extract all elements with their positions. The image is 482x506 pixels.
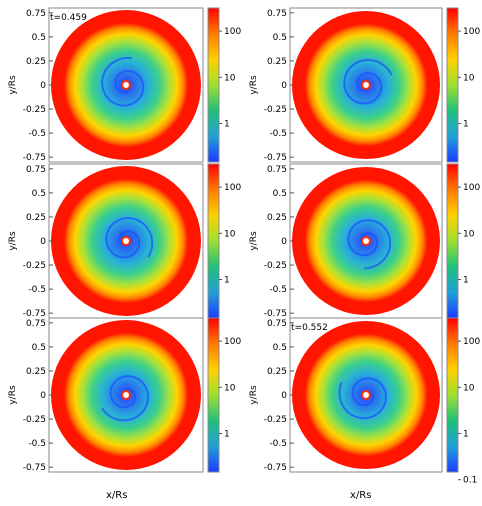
y-tick-label: 0.75 <box>267 165 287 175</box>
colorbar <box>446 7 459 163</box>
y-axis-label: y/Rs <box>249 231 259 251</box>
y-tick-label: -0.5 <box>28 285 46 295</box>
colorbar <box>446 317 459 473</box>
y-tick-label: 0.75 <box>26 165 46 175</box>
y-tick-label: 0.25 <box>26 367 46 377</box>
colorbar-tick-label: 100 <box>224 27 241 37</box>
colorbar <box>207 317 220 473</box>
y-tick-label: 0.75 <box>26 319 46 329</box>
y-axis-label: y/Rs <box>8 75 18 95</box>
central-star <box>121 80 131 90</box>
y-tick-label: 0.75 <box>26 9 46 19</box>
colorbar-tick-label: 10 <box>224 73 236 83</box>
y-tick-label: -0.25 <box>264 261 287 271</box>
y-tick-label: -0.5 <box>28 129 46 139</box>
y-tick-label: 0 <box>40 391 46 401</box>
colorbar-tick-label: 100 <box>463 183 480 193</box>
colorbar-tick-label: 1 <box>224 430 230 440</box>
y-tick-label: 0 <box>281 391 287 401</box>
central-star <box>361 80 371 90</box>
y-tick-label: 0.5 <box>273 189 287 199</box>
y-tick-label: 0.5 <box>32 33 46 43</box>
y-tick-label: -0.75 <box>264 463 287 473</box>
spiral-arm <box>347 219 392 270</box>
y-axis-label: y/Rs <box>8 385 18 405</box>
y-tick-label: 0.25 <box>267 213 287 223</box>
colorbar-tick-label: 1 <box>463 120 469 130</box>
y-tick-label: -0.5 <box>269 129 287 139</box>
y-tick-label: 0.5 <box>273 343 287 353</box>
y-tick-label: -0.25 <box>23 105 46 115</box>
y-tick-label: -0.25 <box>23 415 46 425</box>
colorbar-tick-label: 1 <box>224 276 230 286</box>
y-tick-label: -0.25 <box>264 415 287 425</box>
y-tick-label: -0.75 <box>23 463 46 473</box>
colorbar <box>207 163 220 319</box>
y-axis-label: y/Rs <box>249 385 259 405</box>
panel-top-left: 0.75 0.5 0.25 0 -0.25 -0.5 -0.75 y/Rs t=0.459 100… <box>8 7 241 163</box>
colorbar-tick-label: 10 <box>224 229 236 239</box>
colorbar <box>207 7 220 163</box>
y-axis-label: y/Rs <box>8 231 18 251</box>
spiral-arm <box>343 58 393 105</box>
y-tick-label: 0.25 <box>26 213 46 223</box>
spiral-arm <box>101 375 150 422</box>
y-tick-label: -0.5 <box>28 439 46 449</box>
y-tick-label: 0.75 <box>267 9 287 19</box>
colorbar-tick-label: 1 <box>463 276 469 286</box>
y-tick-label: -0.75 <box>264 309 287 319</box>
colorbar-tick-label: 100 <box>224 183 241 193</box>
y-tick-label: 0 <box>281 237 287 247</box>
central-star <box>121 236 131 246</box>
panel-middle-right: 0.75 0.5 0.25 0 -0.25 -0.5 -0.75 y/Rs 100 10 1 <box>249 163 480 319</box>
time-annotation: t=0.552 <box>291 323 328 333</box>
y-tick-label: -0.5 <box>269 285 287 295</box>
time-annotation: t=0.459 <box>50 13 87 23</box>
panel-bottom-right: 0.750.50.250-0.25-0.5-0.75y/Rst=0.552100… <box>249 317 480 486</box>
y-tick-label: 0 <box>40 237 46 247</box>
colorbar-tick-label: 100 <box>463 337 480 347</box>
central-star <box>361 390 371 400</box>
y-tick-label: 0.25 <box>26 57 46 67</box>
y-tick-label: 0.25 <box>267 367 287 377</box>
colorbar-tick-label: 100 <box>463 27 480 37</box>
y-tick-label: 0.5 <box>32 189 46 199</box>
colorbar-tick-label: 10 <box>463 383 475 393</box>
panel-bottom-left: 0.75 0.5 0.25 0 -0.25 -0.5 -0.75 y/Rs 100 10 1 <box>8 317 241 473</box>
y-tick-label: -0.25 <box>23 261 46 271</box>
y-tick-label: -0.5 <box>269 439 287 449</box>
y-axis-label: y/Rs <box>249 75 259 95</box>
colorbar-tick-label: 10 <box>463 229 475 239</box>
colorbar-tick-label: 0.1 <box>463 476 477 486</box>
colorbar <box>446 163 459 319</box>
colorbar-tick-label: 1 <box>224 120 230 130</box>
y-tick-label: 0.5 <box>32 343 46 353</box>
y-tick-label: -0.75 <box>264 153 287 163</box>
spiral-arm <box>338 377 387 420</box>
central-star <box>121 390 131 400</box>
y-tick-label: 0.5 <box>273 33 287 43</box>
colorbar-tick-label: 10 <box>224 383 236 393</box>
y-tick-label: 0 <box>40 81 46 91</box>
y-tick-label: -0.75 <box>23 153 46 163</box>
colorbar-tick-label: 1 <box>463 430 469 440</box>
y-tick-label: -0.25 <box>264 105 287 115</box>
panel-top-right: 0.75 0.5 0.25 0 -0.25 -0.5 -0.75 y/Rs 100 10 1 <box>249 7 480 163</box>
central-star <box>361 236 371 246</box>
spiral-arm <box>105 217 154 259</box>
colorbar-tick-label: 100 <box>224 337 241 347</box>
x-axis-label-left: x/Rs <box>106 490 128 501</box>
y-tick-label: 0 <box>281 81 287 91</box>
colorbar-tick-label: 10 <box>463 73 475 83</box>
spiral-arm <box>101 56 145 107</box>
x-axis-label-right: x/Rs <box>350 490 372 501</box>
panel-middle-left: 0.75 0.5 0.25 0 -0.25 -0.5 -0.75 y/Rs 100 10 1 <box>8 163 241 319</box>
y-tick-label: -0.75 <box>23 309 46 319</box>
y-tick-label: 0.25 <box>267 57 287 67</box>
y-tick-label: 0.75 <box>267 319 287 329</box>
